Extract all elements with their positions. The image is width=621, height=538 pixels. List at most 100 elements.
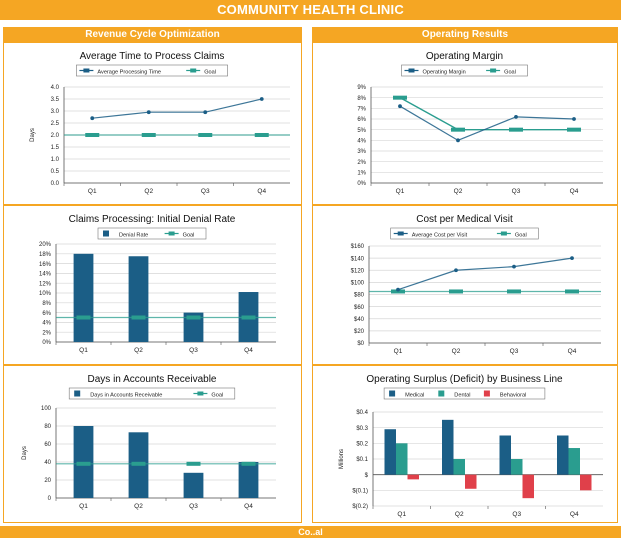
legend-box (401, 64, 528, 77)
legend-label-0: Denial Rate (119, 233, 148, 239)
y-tick-label: 100 (41, 406, 52, 412)
panel-operating-surplus: Operating Surplus (Deficit) by Business … (312, 365, 618, 523)
x-tick-label: Q1 (397, 511, 406, 518)
legend-swatch-0 (74, 390, 81, 397)
legend-marker-0 (397, 231, 404, 236)
footer-logo-text: Co..al (0, 526, 621, 538)
y-tick-label: 1.0 (51, 157, 60, 163)
y-tick-label: 6% (357, 117, 366, 123)
y-tick-label: $0.3 (356, 426, 368, 432)
x-tick-label: Q1 (79, 347, 88, 354)
x-tick-label: Q2 (134, 503, 143, 510)
legend-box (68, 387, 236, 400)
y-tick-label: $20 (354, 329, 365, 335)
legend-marker-1 (490, 68, 497, 73)
y-tick-label: 18% (39, 252, 52, 258)
bar (568, 448, 580, 475)
series-line (92, 98, 262, 119)
series-line (397, 257, 573, 291)
legend-box (97, 227, 207, 240)
y-tick-label: 20% (39, 242, 52, 248)
goal-line (399, 97, 574, 131)
data-point (146, 110, 151, 115)
x-tick-label: Q4 (570, 511, 579, 518)
legend-marker-1 (500, 231, 507, 236)
legend-label-1: Goal (183, 233, 195, 239)
legend-marker-0 (83, 68, 90, 73)
panel-operating-margin: Operating Margin Operating Margin Goal 0% 1%… (312, 42, 618, 205)
goal-marker (85, 133, 100, 137)
series-line (399, 105, 575, 142)
y-tick-label: 2.5 (51, 121, 60, 127)
y-tick-label: $(0.1) (352, 489, 368, 495)
y-tick-label: 2% (357, 160, 366, 166)
legend-label-0: Operating Margin (423, 70, 466, 76)
panel-cost-per-visit: Cost per Medical Visit Average Cost per V… (312, 205, 618, 365)
legend-marker-1 (197, 391, 204, 396)
x-tick-label: Q2 (455, 511, 464, 518)
y-tick-label: 6% (42, 311, 51, 317)
data-point (572, 117, 576, 121)
y-axis-title: Millions (339, 449, 345, 469)
data-point (396, 287, 400, 292)
goal-marker (131, 315, 146, 320)
y-tick-label: 0% (42, 340, 51, 346)
x-tick-label: Q3 (201, 188, 210, 195)
legend-box (76, 64, 228, 77)
y-tick-label: 2.0 (51, 133, 60, 139)
chart-operating-surplus: Operating Surplus (Deficit) by Business … (339, 374, 603, 518)
y-axis-title: Days (30, 128, 36, 142)
bar (407, 474, 419, 480)
legend-label-1: Goal (504, 70, 516, 76)
x-tick-label: Q1 (79, 503, 88, 510)
bar (128, 256, 149, 342)
bar (384, 429, 396, 475)
bar (557, 435, 569, 475)
y-tick-label: 16% (39, 262, 52, 268)
legend-label-0: Average Processing Time (97, 70, 161, 76)
goal-marker (507, 289, 521, 294)
bar (183, 312, 204, 342)
chart-title: Days in Accounts Receivable (88, 374, 217, 385)
panel-processing-time: Average Time to Process Claims Average Pr… (3, 42, 302, 205)
y-tick-label: 3% (357, 149, 366, 155)
goal-marker (141, 133, 156, 137)
section-operating-results-header: Operating Results (312, 27, 618, 42)
chart-title: Average Time to Process Claims (80, 51, 225, 62)
data-point (259, 97, 264, 101)
y-tick-label: $140 (351, 256, 365, 262)
legend-swatch-0 (103, 230, 109, 237)
y-tick-label: 4% (42, 321, 51, 327)
dashboard-title: COMMUNITY HEALTH CLINIC (0, 0, 621, 20)
legend-marker-1 (168, 231, 175, 236)
x-tick-label: Q2 (452, 348, 461, 355)
y-tick-label: $160 (351, 244, 365, 250)
x-tick-label: Q3 (189, 347, 198, 354)
y-tick-label: 10% (39, 291, 52, 297)
goal-marker (565, 289, 579, 294)
y-tick-label: $80 (354, 293, 365, 299)
y-tick-label: 9% (357, 85, 366, 91)
goal-marker (567, 127, 581, 132)
legend-marker-0 (408, 68, 415, 73)
y-tick-label: $40 (354, 317, 365, 323)
data-point (514, 114, 518, 119)
chart-legend: Average Processing Time Goal (76, 64, 228, 77)
y-tick-label: 5% (357, 128, 366, 134)
bar (396, 443, 408, 475)
chart-denial-rate: Claims Processing: Initial Denial Rate De… (39, 214, 276, 354)
goal-marker (254, 133, 269, 137)
legend-label-1: Dental (454, 393, 470, 399)
x-tick-label: Q4 (568, 348, 577, 355)
goal-marker (76, 461, 91, 466)
goal-marker (131, 461, 146, 466)
goal-marker (186, 461, 201, 466)
chart-cost-per-visit: Cost per Medical Visit Average Cost per V… (351, 214, 601, 355)
x-tick-label: Q4 (244, 347, 253, 354)
x-tick-label: Q1 (88, 188, 97, 195)
y-tick-label: 20 (44, 478, 51, 484)
x-tick-label: Q4 (570, 188, 579, 195)
y-tick-label: 8% (357, 96, 366, 102)
chart-legend: Operating Margin Goal (401, 64, 528, 77)
y-tick-label: 4.0 (51, 85, 60, 91)
